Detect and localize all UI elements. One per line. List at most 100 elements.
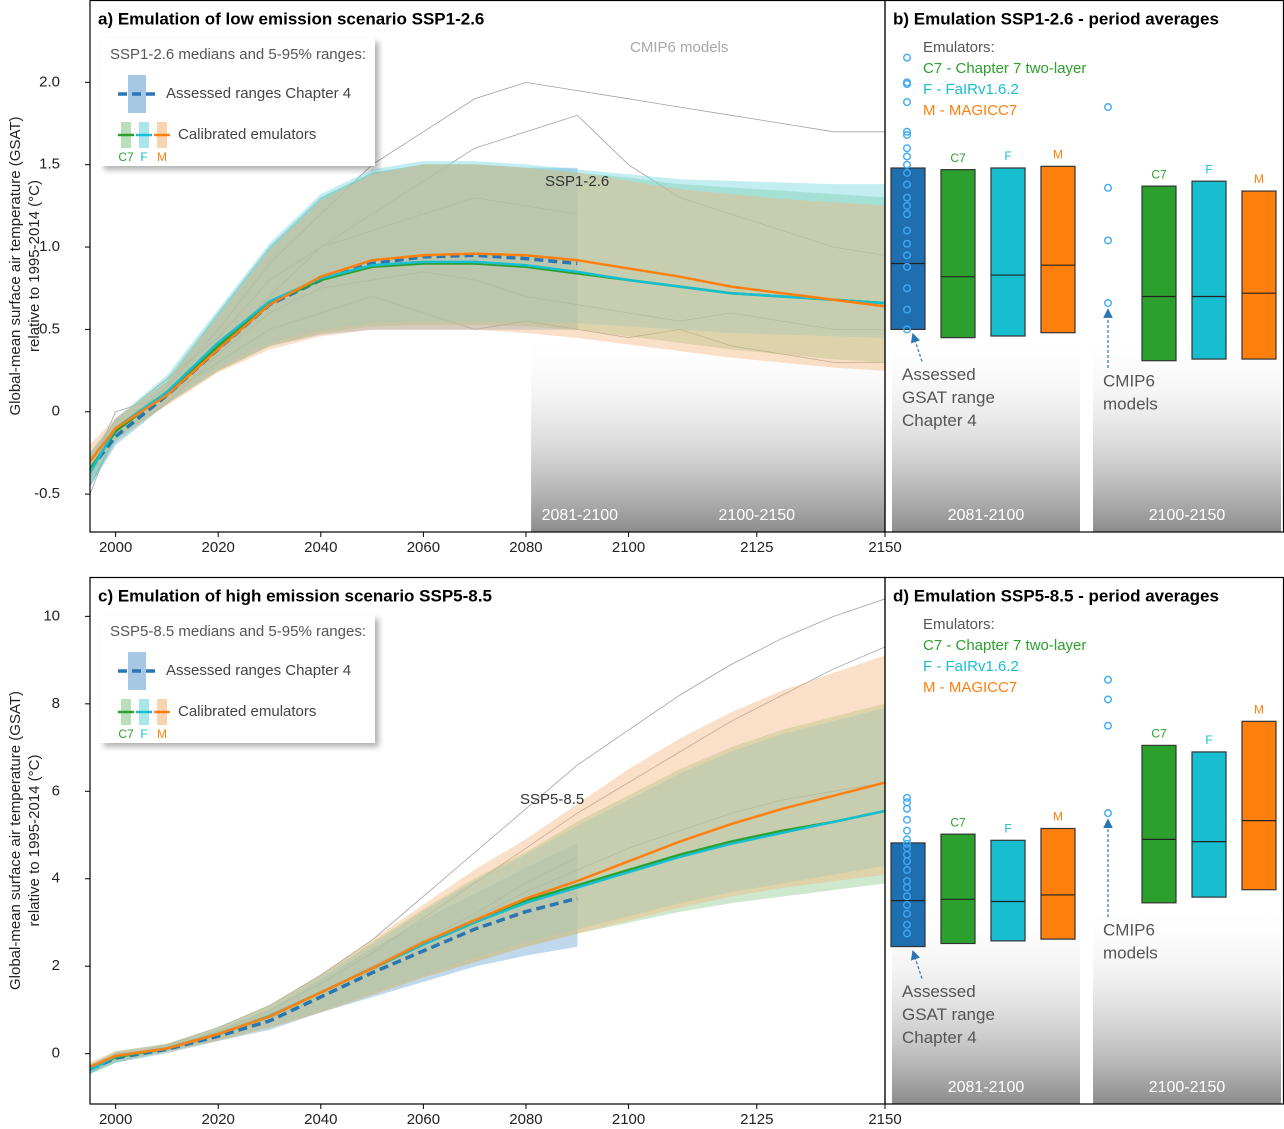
median-line [90, 252, 885, 462]
emulator-entry: M - MAGICC7 [923, 679, 1017, 696]
band-segment [423, 164, 475, 330]
x-tick-label: 2150 [868, 539, 901, 556]
period-label: 2100-2150 [719, 507, 796, 524]
y-tick-label: 8 [52, 695, 60, 712]
band-segment [525, 167, 578, 330]
note-arrow [910, 332, 923, 362]
band-segment [320, 174, 373, 337]
x-tick-label: 2125 [740, 539, 773, 556]
models-label: CMIP6 models [630, 39, 728, 56]
model-point [903, 815, 912, 824]
band-segment [371, 164, 424, 330]
models-note: CMIP6 [1103, 372, 1155, 391]
x-tick-label: 2080 [509, 1111, 542, 1128]
period-label: 2100-2150 [1149, 1079, 1226, 1096]
box [990, 839, 1026, 942]
model-point [903, 839, 912, 848]
band-segment [423, 893, 475, 982]
box [1040, 165, 1076, 334]
band-segment [474, 854, 527, 958]
model-point [1103, 103, 1112, 112]
model-point [903, 79, 912, 88]
model-point [903, 160, 912, 169]
model-point [903, 804, 912, 813]
band-segment [628, 177, 681, 343]
x-tick-label: 2000 [99, 539, 132, 556]
band [90, 707, 885, 1074]
period-label: 2081-2100 [948, 1079, 1025, 1096]
band-segment [833, 202, 885, 371]
model-point [903, 826, 912, 835]
annotation: SSP1-2.6 [545, 173, 609, 190]
plot-area [90, 81, 885, 532]
band-segment [166, 315, 219, 406]
band-segment [371, 161, 424, 324]
band-segment [576, 172, 629, 337]
model-point [903, 152, 912, 161]
emulator-entry: F - FaIRv1.6.2 [923, 81, 1019, 98]
model-point [903, 793, 912, 802]
band-segment [576, 768, 629, 934]
y-axis-label: Global-mean surface air temperature (GSA… [7, 116, 24, 415]
band [90, 161, 885, 487]
x-tick-label: 2150 [868, 1111, 901, 1128]
emulator-entry: F - FaIRv1.6.2 [923, 658, 1019, 675]
model-point [903, 325, 912, 334]
band-segment [628, 180, 681, 352]
box [990, 167, 1026, 337]
band-segment [628, 174, 681, 330]
legend-sublabel: M [157, 150, 167, 164]
legend-label: Calibrated emulators [178, 126, 316, 143]
y-tick-label: 1.0 [39, 238, 60, 255]
model-point [903, 835, 912, 844]
band-segment [576, 799, 629, 930]
period-label: 2100-2150 [1149, 507, 1226, 524]
models-note: models [1103, 395, 1158, 414]
band-segment [833, 184, 885, 338]
y-tick-label: 10 [43, 607, 60, 624]
band-segment [525, 821, 578, 947]
band-segment [115, 381, 168, 446]
box [1241, 720, 1277, 891]
model-line [90, 271, 885, 487]
band-segment [269, 193, 322, 343]
legend-sublabel: C7 [118, 150, 134, 164]
x-tick-label: 2020 [202, 539, 235, 556]
model-point [1103, 236, 1112, 245]
box-label: F [1004, 149, 1011, 163]
band-segment [679, 179, 732, 334]
legend-label: Calibrated emulators [178, 703, 316, 720]
box [940, 169, 976, 339]
band-segment [525, 167, 578, 338]
band-segment [833, 194, 885, 363]
band-segment [730, 187, 783, 355]
box-label: F [1004, 821, 1011, 835]
band [90, 164, 885, 487]
annotation: SSP5-8.5 [520, 791, 584, 808]
band-segment [423, 164, 475, 325]
legend-title: SSP5-8.5 medians and 5-95% ranges: [110, 623, 366, 640]
y-tick-label: 2.0 [39, 73, 60, 90]
box-label: C7 [950, 815, 966, 829]
model-point [903, 901, 912, 910]
band-segment [576, 172, 629, 345]
model-point [903, 180, 912, 189]
period-shade [892, 332, 1080, 532]
model-point [903, 929, 912, 938]
band-segment [371, 164, 424, 327]
model-point [903, 262, 912, 271]
box-label: M [1053, 148, 1063, 162]
assessed-note: GSAT range [902, 388, 995, 407]
band-segment [628, 773, 681, 917]
box [1191, 751, 1227, 898]
emulator-entry: M - MAGICC7 [923, 102, 1017, 119]
band-segment [371, 904, 424, 996]
models-note: models [1103, 944, 1158, 963]
period-label: 2081-2100 [542, 507, 619, 524]
y-tick-label: 0 [52, 403, 60, 420]
period-label: 2081-2100 [948, 507, 1025, 524]
band-segment [679, 712, 732, 908]
y-tick-label: -0.5 [34, 485, 60, 502]
model-point [903, 210, 912, 219]
